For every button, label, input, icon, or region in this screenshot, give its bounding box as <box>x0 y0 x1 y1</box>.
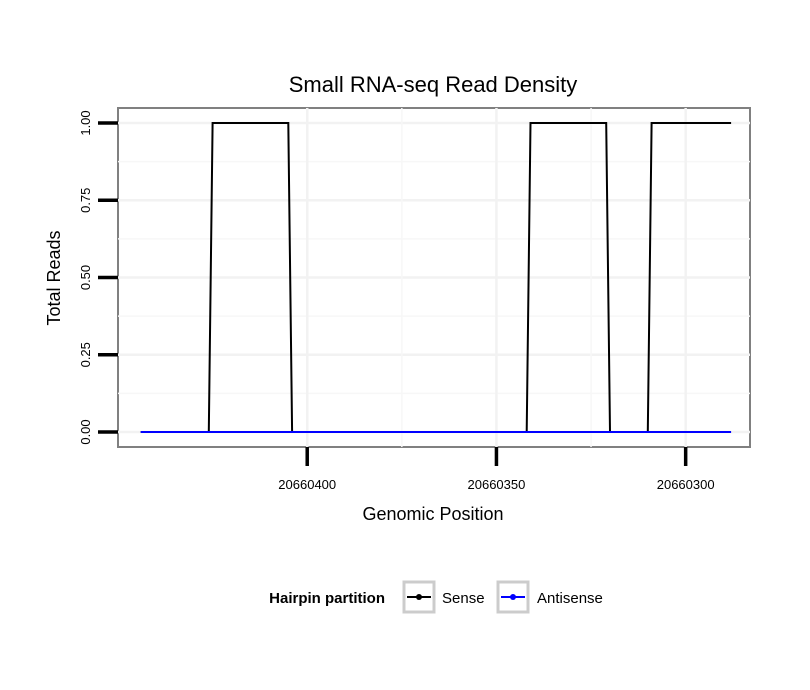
legend-key-point-sense <box>416 594 422 600</box>
x-tick-label: 20660350 <box>468 477 526 492</box>
series-line-sense <box>140 122 732 433</box>
series-lines <box>140 122 732 433</box>
y-axis-title: Total Reads <box>44 230 64 325</box>
y-tick-label: 0.50 <box>78 265 93 290</box>
legend-label-sense: Sense <box>442 590 485 607</box>
legend: Hairpin partition Sense Antisense <box>269 580 603 614</box>
x-axis: 20660400 20660350 20660300 <box>278 447 715 492</box>
y-axis: 0.00 0.25 0.50 0.75 1.00 <box>78 110 118 445</box>
chart-title: Small RNA-seq Read Density <box>289 72 578 97</box>
legend-key-point-antisense <box>510 594 516 600</box>
x-tick-label: 20660300 <box>657 477 715 492</box>
y-tick-label: 0.25 <box>78 342 93 367</box>
x-tick-label: 20660400 <box>278 477 336 492</box>
legend-title: Hairpin partition <box>269 590 385 607</box>
y-tick-label: 0.75 <box>78 188 93 213</box>
legend-label-antisense: Antisense <box>537 590 603 607</box>
y-tick-label: 1.00 <box>78 110 93 135</box>
x-axis-title: Genomic Position <box>362 504 503 524</box>
y-tick-label: 0.00 <box>78 419 93 444</box>
legend-key-box-antisense <box>496 580 530 614</box>
